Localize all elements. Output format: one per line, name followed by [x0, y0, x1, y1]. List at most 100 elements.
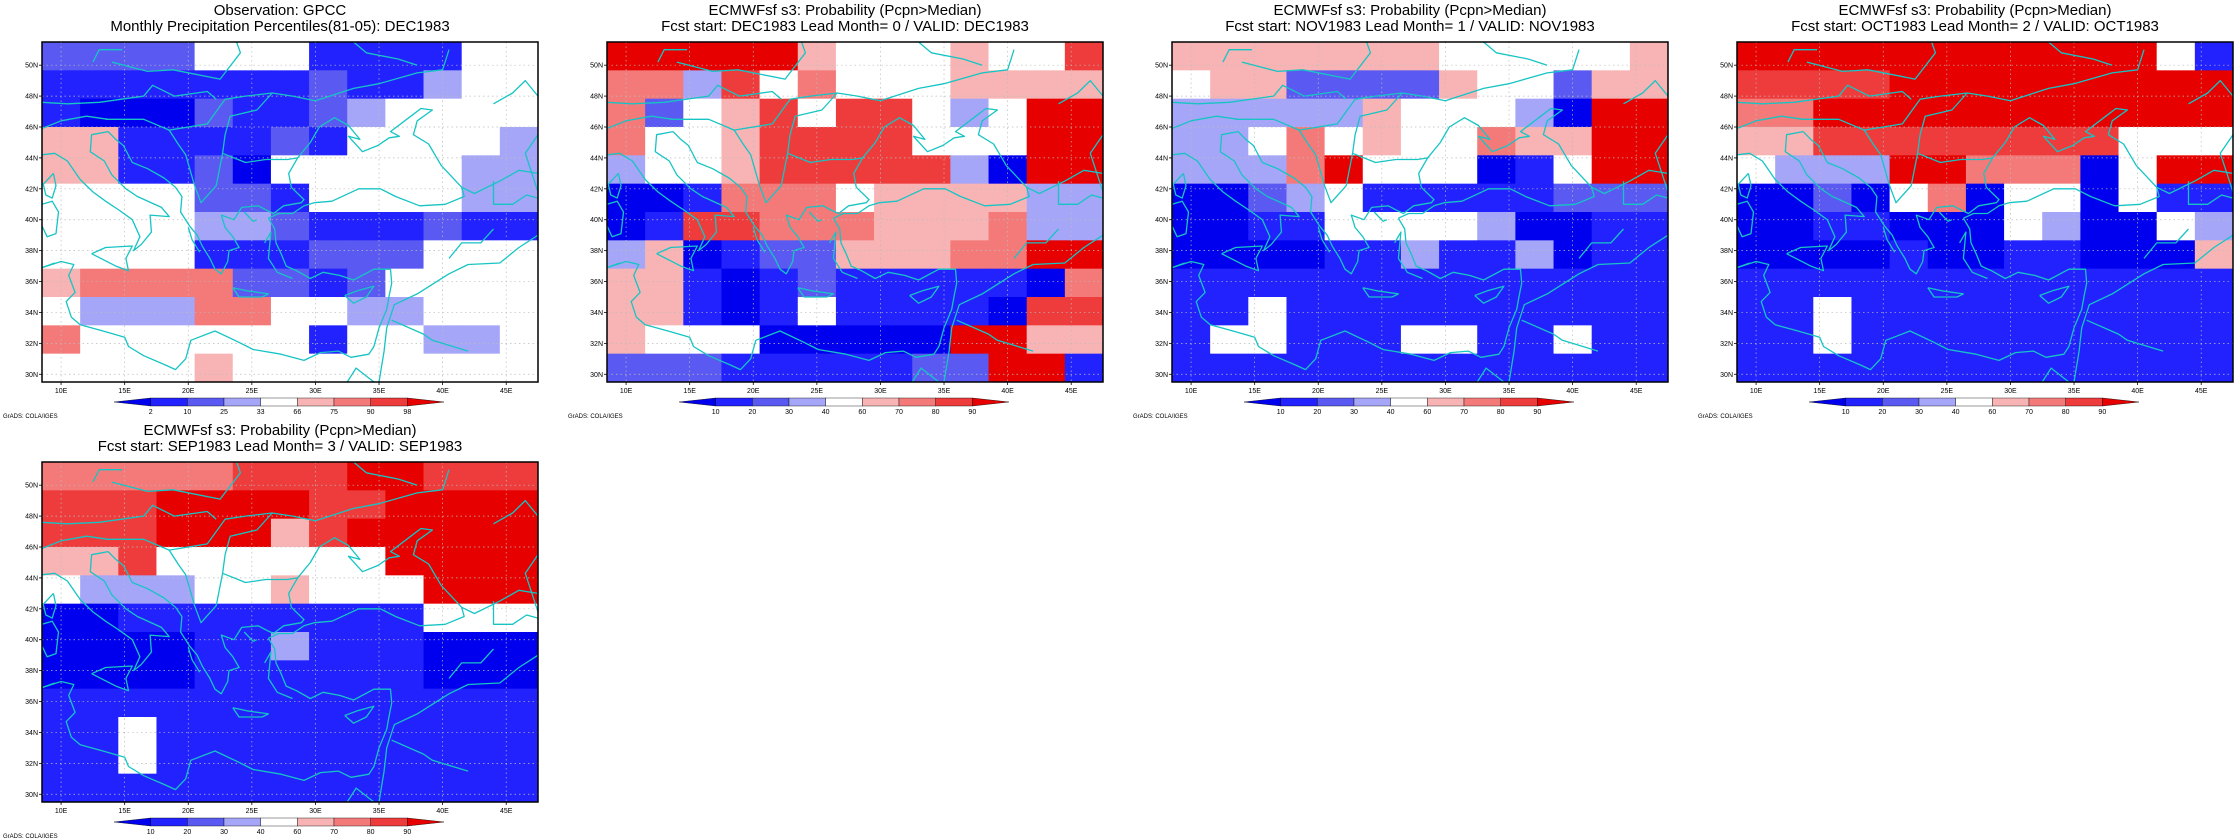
- grid-cell: [1965, 42, 2005, 71]
- grid-cell: [1210, 127, 1249, 156]
- grid-cell: [2118, 183, 2158, 213]
- grid-cell: [645, 42, 684, 71]
- grid-cell: [1324, 325, 1364, 355]
- grid-cell: [1591, 42, 1631, 71]
- colorbar-label: 20: [1313, 409, 1321, 416]
- colorbar-label: 70: [895, 409, 903, 416]
- coastline: [1394, 231, 1423, 280]
- grid-cell: [347, 212, 386, 241]
- grid-cell: [1026, 183, 1066, 213]
- grid-cell: [759, 98, 799, 128]
- grid-cell: [1286, 155, 1326, 185]
- colorbar-swatch: [297, 817, 335, 827]
- colorbar-label: 40: [257, 829, 265, 836]
- colorbar-swatch: [1390, 397, 1428, 407]
- colorbar-label: 40: [822, 409, 830, 416]
- coastline: [943, 234, 1104, 383]
- grid-cell: [1737, 183, 1776, 213]
- map-title-line1: ECMWFsf s3: Probability (Pcpn>Median): [1838, 2, 2111, 19]
- grid-cell: [461, 212, 501, 241]
- colorbar-swatch: [1280, 397, 1318, 407]
- grid-cell: [2156, 325, 2196, 355]
- colorbar-label: 80: [932, 409, 940, 416]
- grid-cell: [156, 325, 196, 355]
- grid-cell: [80, 547, 119, 576]
- colorbar-swatch: [333, 397, 371, 407]
- grid-cell: [385, 490, 424, 520]
- grid-cell: [1026, 127, 1066, 156]
- grid-cell: [1400, 183, 1440, 213]
- grid-cell: [1400, 268, 1440, 298]
- grid-cell: [80, 42, 119, 71]
- coastline: [492, 181, 539, 205]
- lon-tick-label: 45E: [1065, 388, 1078, 395]
- grid-cell: [309, 98, 348, 128]
- grid-cell: [1477, 98, 1516, 128]
- grid-cell: [385, 518, 424, 548]
- coastline: [1171, 84, 1347, 105]
- grid-cell: [156, 240, 196, 270]
- grid-cell: [270, 688, 310, 718]
- grid-cell: [1515, 212, 1554, 241]
- grid-cell: [2004, 212, 2043, 241]
- grid-cell: [835, 297, 875, 326]
- colorbar-swatch: [1808, 397, 1846, 407]
- grid-cell: [759, 240, 799, 270]
- grid-cell: [950, 212, 989, 241]
- grid-cell: [1515, 70, 1554, 100]
- grid-cell: [721, 42, 761, 71]
- coastline: [1938, 211, 1953, 222]
- grid-cell: [912, 155, 951, 185]
- grid-cell: [1775, 353, 1814, 383]
- lat-tick-label: 30N: [1720, 372, 1733, 379]
- coastline: [91, 665, 133, 692]
- lon-tick-label: 25E: [246, 388, 259, 395]
- coastline: [1172, 172, 1187, 199]
- colorbar-label: 70: [2025, 409, 2033, 416]
- grid-cell: [1439, 240, 1478, 270]
- grid-cell: [874, 353, 913, 383]
- grid-cell: [835, 183, 875, 213]
- lat-tick-label: 36N: [590, 279, 603, 286]
- grid-cell: [270, 603, 310, 633]
- grid-cell: [1515, 297, 1554, 326]
- grid-cell: [950, 42, 989, 71]
- lat-tick-label: 32N: [1155, 341, 1168, 348]
- grid-cell: [1553, 183, 1593, 213]
- grid-cell: [118, 773, 157, 803]
- grid-cell: [1172, 183, 1211, 213]
- grid-cell: [1591, 127, 1631, 156]
- grads-credit: GrADS: COLA/IGES: [1133, 414, 1188, 420]
- grid-cell: [156, 490, 196, 520]
- lat-tick-label: 30N: [590, 372, 603, 379]
- grid-cell: [156, 717, 196, 746]
- grid-cell: [347, 632, 386, 661]
- coastline: [187, 227, 201, 253]
- grid-cell: [1064, 127, 1104, 156]
- grid-cell: [385, 717, 424, 746]
- grid-cell: [1064, 212, 1104, 241]
- coastline: [266, 527, 465, 639]
- colorbar-swatch: [2102, 397, 2140, 407]
- colorbar-swatch: [1992, 397, 2030, 407]
- grid-cell: [1210, 70, 1249, 100]
- coastline: [168, 129, 224, 204]
- map-title-line1: Observation: GPCC: [214, 2, 347, 19]
- grads-credit: GrADS: COLA/IGES: [3, 414, 58, 420]
- grid-cell: [2004, 127, 2043, 156]
- grid-cell: [270, 70, 310, 100]
- coastline: [909, 285, 940, 304]
- grid-cell: [423, 518, 463, 548]
- grid-cell: [950, 70, 989, 100]
- grid-cell: [347, 42, 386, 71]
- grid-cell: [1439, 127, 1478, 156]
- grid-cell: [194, 575, 234, 605]
- grid-cell: [156, 98, 196, 128]
- coastline: [606, 130, 735, 252]
- grid-cell: [835, 268, 875, 298]
- grid-cell: [1439, 353, 1478, 383]
- grid-cell: [2042, 183, 2081, 213]
- grid-cell: [194, 297, 234, 326]
- coastline: [105, 49, 450, 131]
- grid-cell: [1439, 70, 1478, 100]
